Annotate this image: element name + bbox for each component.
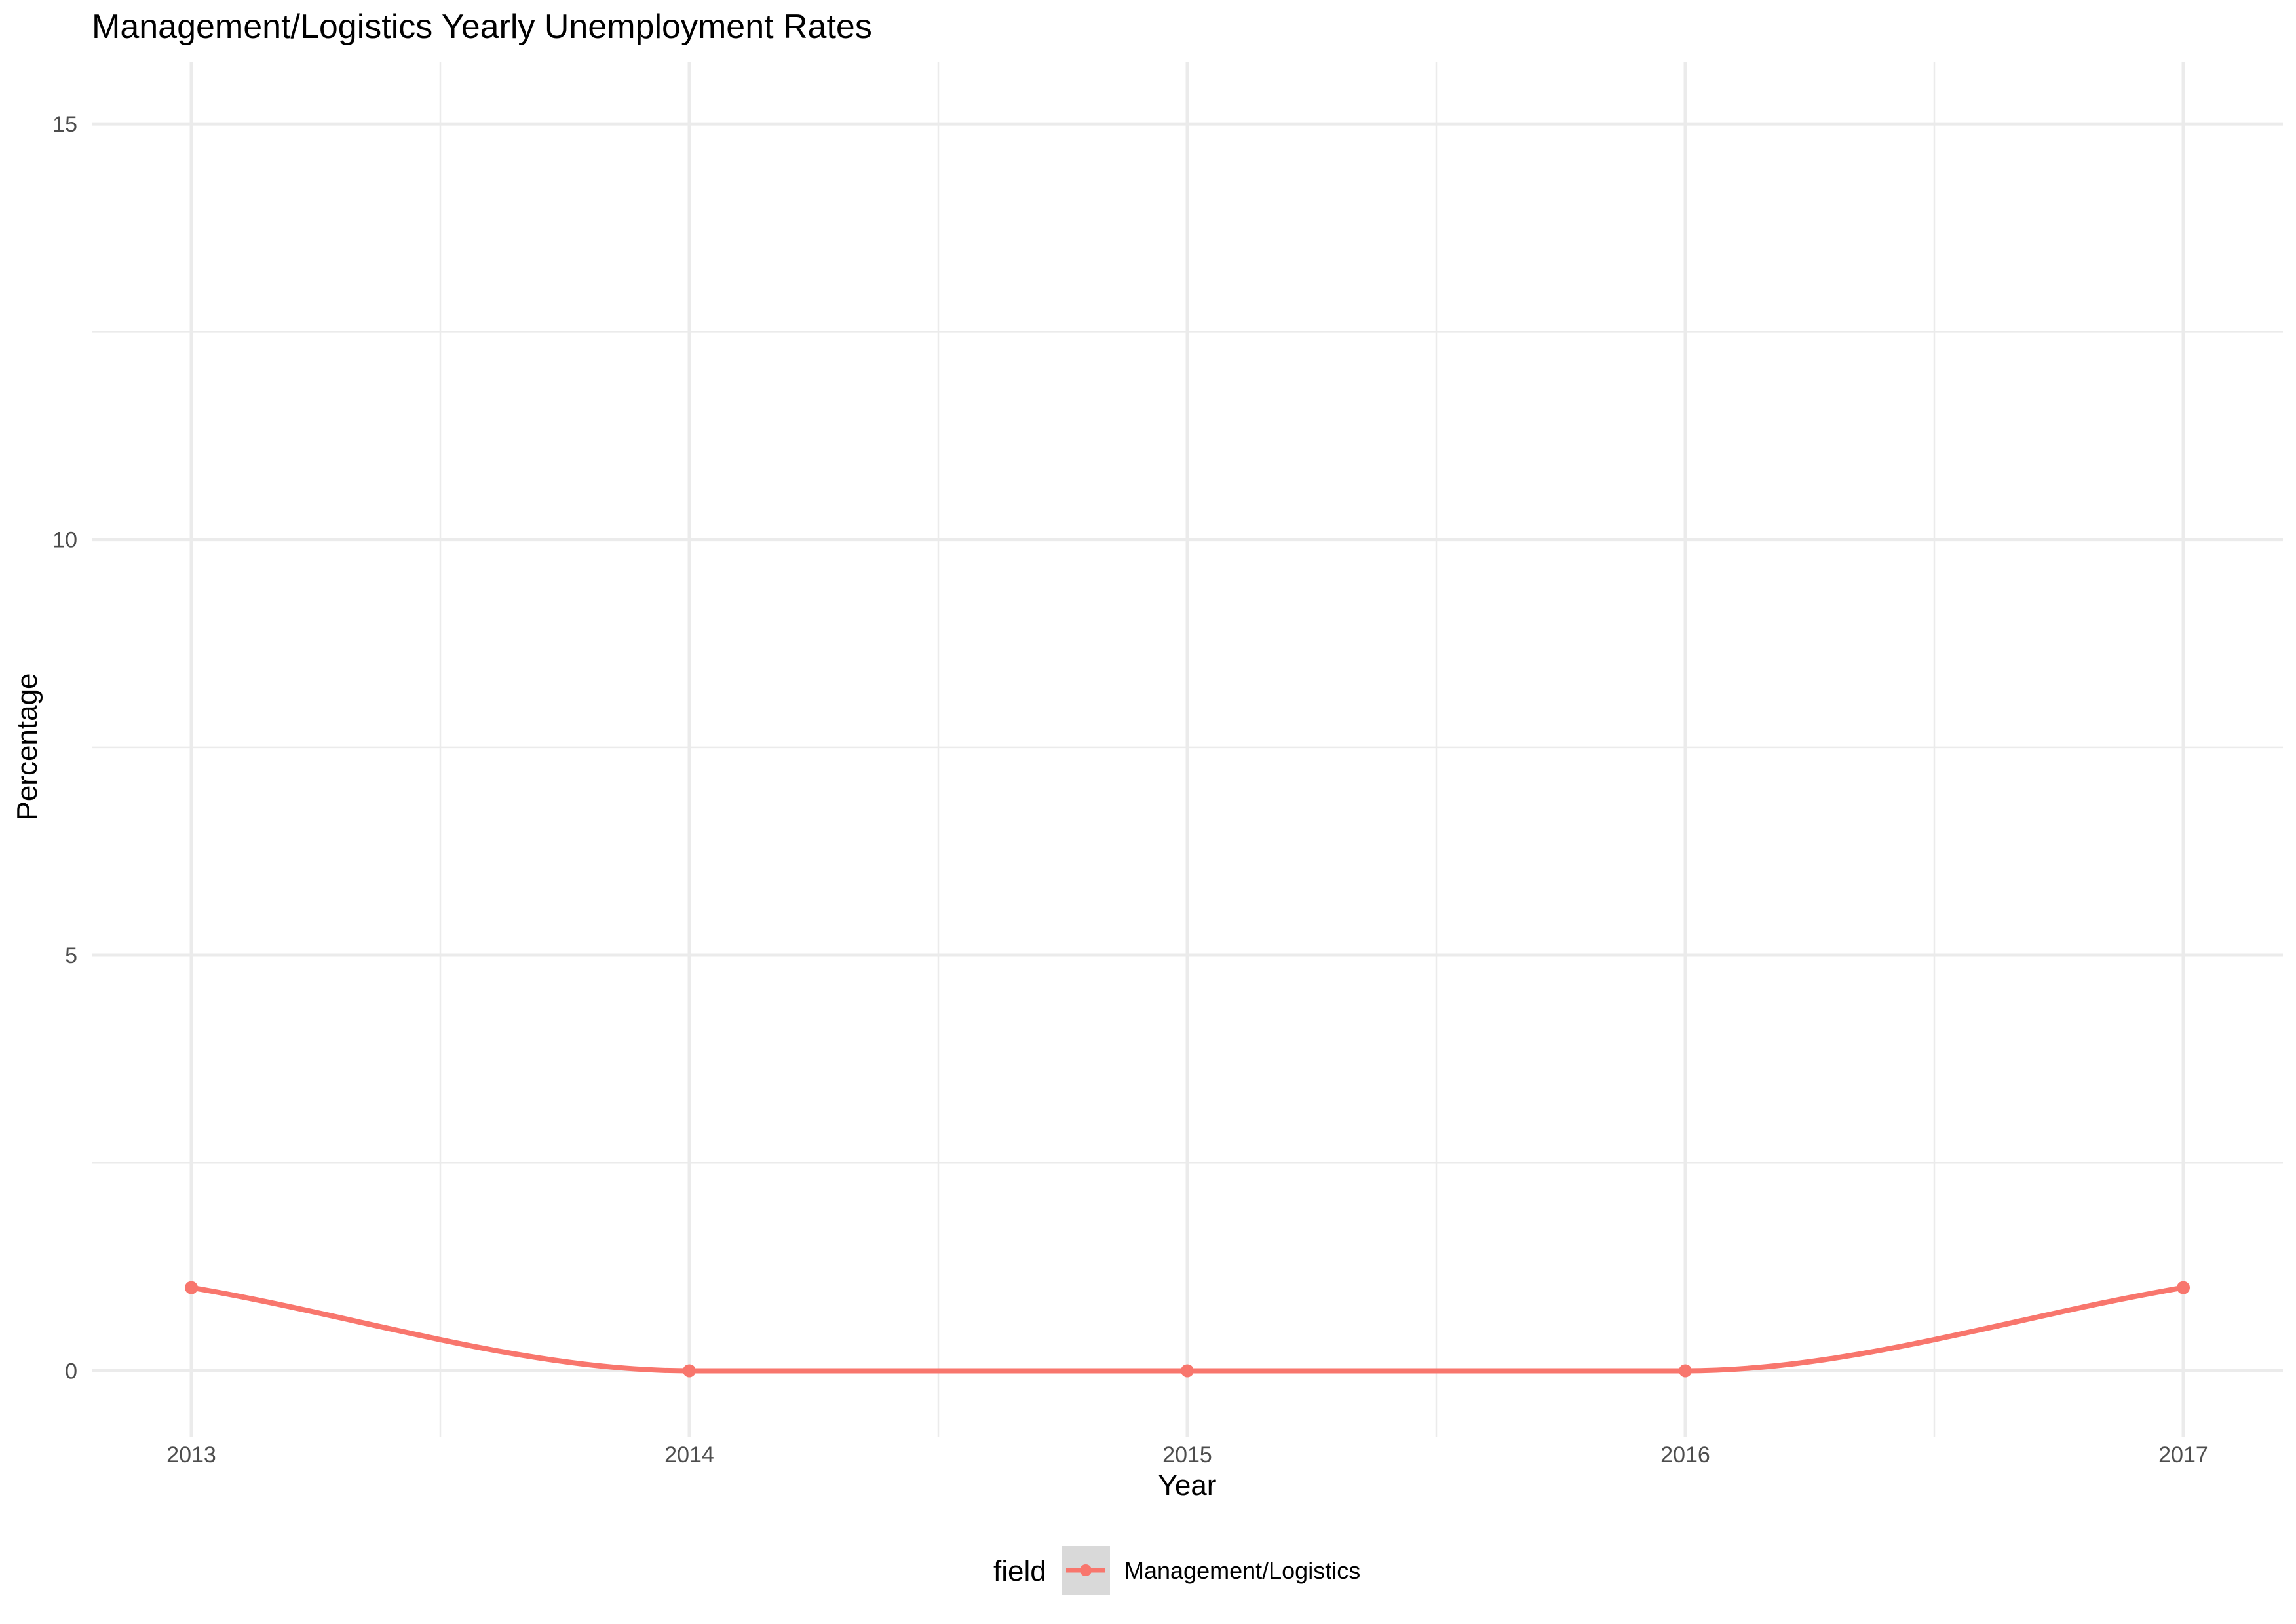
- major-gridlines: [92, 62, 2283, 1437]
- x-tick-label: 2015: [1162, 1443, 1212, 1467]
- series-layer: [185, 1281, 2190, 1378]
- data-point: [683, 1364, 696, 1378]
- data-point: [1181, 1364, 1194, 1378]
- y-tick-label: 5: [65, 943, 77, 968]
- legend-key-marker: [1080, 1564, 1092, 1576]
- y-tick-label: 10: [52, 528, 77, 553]
- legend-title: field: [993, 1555, 1046, 1587]
- y-axis-title: Percentage: [11, 673, 43, 820]
- chart-title: Management/Logistics Yearly Unemployment…: [92, 8, 872, 46]
- legend-label: Management/Logistics: [1124, 1557, 1360, 1584]
- x-axis-title: Year: [1158, 1469, 1217, 1501]
- x-axis-tick-labels: 2013 2014 2015 2016 2017: [166, 1443, 2208, 1467]
- x-tick-label: 2014: [664, 1443, 714, 1467]
- y-tick-label: 15: [52, 112, 77, 137]
- data-point: [2177, 1281, 2190, 1294]
- x-tick-label: 2013: [166, 1443, 216, 1467]
- legend: field Management/Logistics: [993, 1546, 1360, 1595]
- y-tick-label: 0: [65, 1359, 77, 1384]
- x-tick-label: 2016: [1660, 1443, 1710, 1467]
- x-tick-label: 2017: [2158, 1443, 2208, 1467]
- data-point: [185, 1281, 198, 1294]
- data-point: [1679, 1364, 1692, 1378]
- y-axis-tick-labels: 0 5 10 15: [52, 112, 77, 1384]
